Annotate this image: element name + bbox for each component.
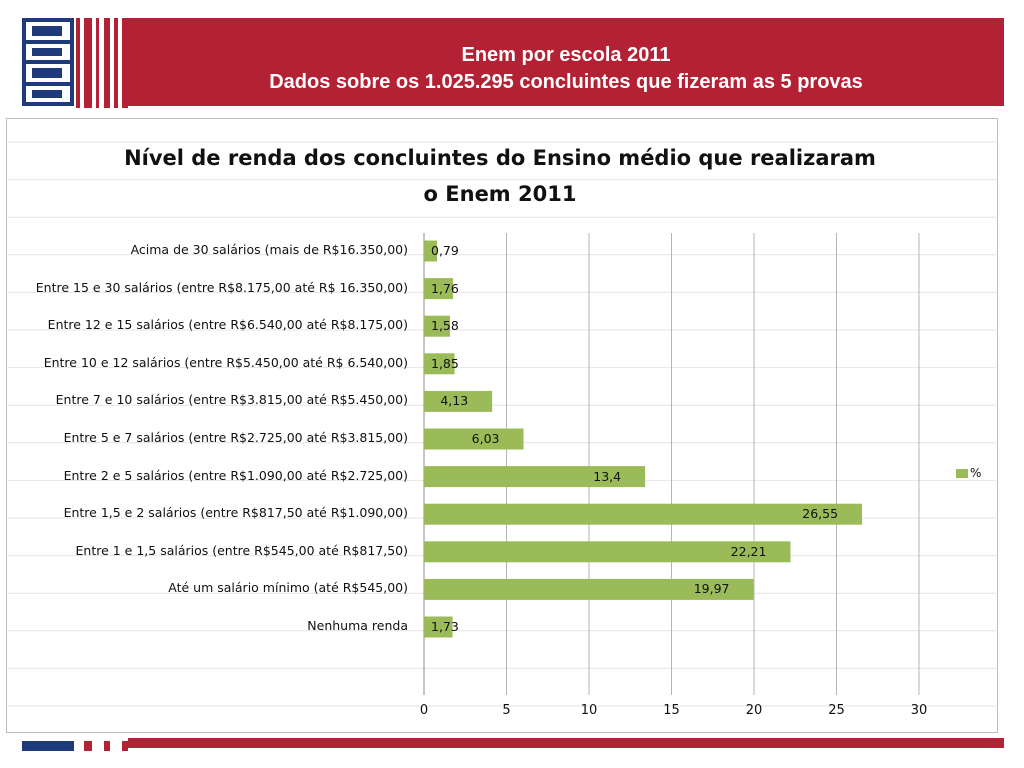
x-tick-label: 5 <box>502 703 511 718</box>
bar <box>424 616 453 638</box>
data-label: 1,76 <box>431 280 459 296</box>
category-label: Entre 12 e 15 salários (entre R$6.540,00… <box>47 317 408 333</box>
category-label: Entre 1 e 1,5 salários (entre R$545,00 a… <box>75 542 409 558</box>
x-tick-label: 15 <box>663 703 680 718</box>
x-tick-label: 20 <box>745 703 763 718</box>
x-tick-label: 25 <box>828 703 845 718</box>
footer-banner <box>128 738 1004 748</box>
data-label: 19,97 <box>693 581 730 597</box>
x-tick-label: 0 <box>419 703 429 718</box>
category-label: Entre 10 e 12 salários (entre R$5.450,00… <box>43 354 408 370</box>
category-label: Entre 1,5 e 2 salários (entre R$817,50 a… <box>63 505 408 521</box>
category-label: Acima de 30 salários (mais de R$16.350,0… <box>130 242 408 257</box>
data-label: 6,03 <box>471 431 500 446</box>
chart-title: Nível de renda dos concluintes do Ensino… <box>0 140 1000 212</box>
header-banner <box>128 18 1004 106</box>
inep-logo <box>18 16 128 108</box>
bar <box>424 466 646 488</box>
bar <box>424 578 754 600</box>
legend-swatch <box>956 468 968 478</box>
category-label: Até um salário mínimo (até R$545,00) <box>168 580 408 596</box>
bar <box>424 278 454 300</box>
chart-title-line2: o Enem 2011 <box>423 182 577 206</box>
x-tick-label: 10 <box>580 703 598 718</box>
bar <box>424 541 791 563</box>
category-label: Entre 7 e 10 salários (entre R$3.815,00 … <box>55 392 408 408</box>
data-label: 1,73 <box>431 619 459 634</box>
data-label: 22,21 <box>730 543 767 559</box>
chart-legend: % <box>956 466 981 480</box>
data-label: 1,85 <box>431 355 459 371</box>
bar <box>424 503 863 525</box>
category-label: Entre 15 e 30 salários (entre R$8.175,00… <box>35 279 408 295</box>
bar <box>424 353 455 375</box>
x-tick-label: 30 <box>910 703 928 718</box>
data-label: 4,13 <box>440 393 469 409</box>
data-label: 0,79 <box>431 243 459 258</box>
bar <box>424 428 524 450</box>
data-label: 13,4 <box>593 468 622 484</box>
footer-logo-strip <box>18 738 128 751</box>
category-label: Nenhuma renda <box>307 618 408 633</box>
data-label: 1,58 <box>431 318 459 334</box>
header-title-line1: Enem por escola 2011 <box>461 44 671 66</box>
chart-title-line1: Nível de renda dos concluintes do Ensino… <box>124 146 876 170</box>
header-title-line2: Dados sobre os 1.025.295 concluintes que… <box>269 71 863 93</box>
header-title: Enem por escola 2011 Dados sobre os 1.02… <box>128 42 1004 96</box>
legend-label: % <box>970 466 982 480</box>
bar <box>424 240 438 262</box>
category-label: Entre 5 e 7 salários (entre R$2.725,00 a… <box>63 430 408 445</box>
bar <box>424 315 451 337</box>
data-label: 26,55 <box>802 506 839 522</box>
category-label: Entre 2 e 5 salários (entre R$1.090,00 a… <box>63 467 408 483</box>
bar <box>424 390 493 412</box>
